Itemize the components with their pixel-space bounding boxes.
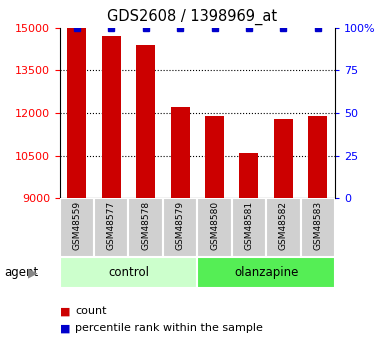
Text: percentile rank within the sample: percentile rank within the sample (75, 324, 263, 333)
Text: GSM48581: GSM48581 (244, 201, 253, 250)
Bar (301, 198, 335, 257)
Text: ▶: ▶ (28, 266, 38, 279)
Text: GDS2608 / 1398969_at: GDS2608 / 1398969_at (107, 9, 278, 25)
Text: GSM48559: GSM48559 (72, 201, 81, 250)
Text: GSM48579: GSM48579 (176, 201, 185, 250)
Bar (163, 198, 197, 257)
Bar (102, 36, 121, 198)
Bar (136, 45, 155, 198)
Text: control: control (108, 266, 149, 279)
Bar (129, 198, 163, 257)
Text: ■: ■ (60, 324, 70, 333)
Bar (239, 153, 258, 198)
Text: count: count (75, 306, 107, 316)
Bar (60, 198, 94, 257)
Bar (274, 119, 293, 198)
Text: agent: agent (4, 266, 38, 279)
Bar (197, 257, 335, 288)
Text: GSM48582: GSM48582 (279, 201, 288, 250)
Text: ■: ■ (60, 306, 70, 316)
Bar (308, 116, 327, 198)
Bar (197, 198, 232, 257)
Bar (266, 198, 301, 257)
Bar (60, 257, 197, 288)
Text: GSM48577: GSM48577 (107, 201, 116, 250)
Bar (67, 28, 86, 198)
Bar (205, 116, 224, 198)
Text: GSM48580: GSM48580 (210, 201, 219, 250)
Text: olanzapine: olanzapine (234, 266, 298, 279)
Text: GSM48578: GSM48578 (141, 201, 150, 250)
Bar (94, 198, 129, 257)
Bar (232, 198, 266, 257)
Text: GSM48583: GSM48583 (313, 201, 322, 250)
Bar (171, 107, 189, 198)
